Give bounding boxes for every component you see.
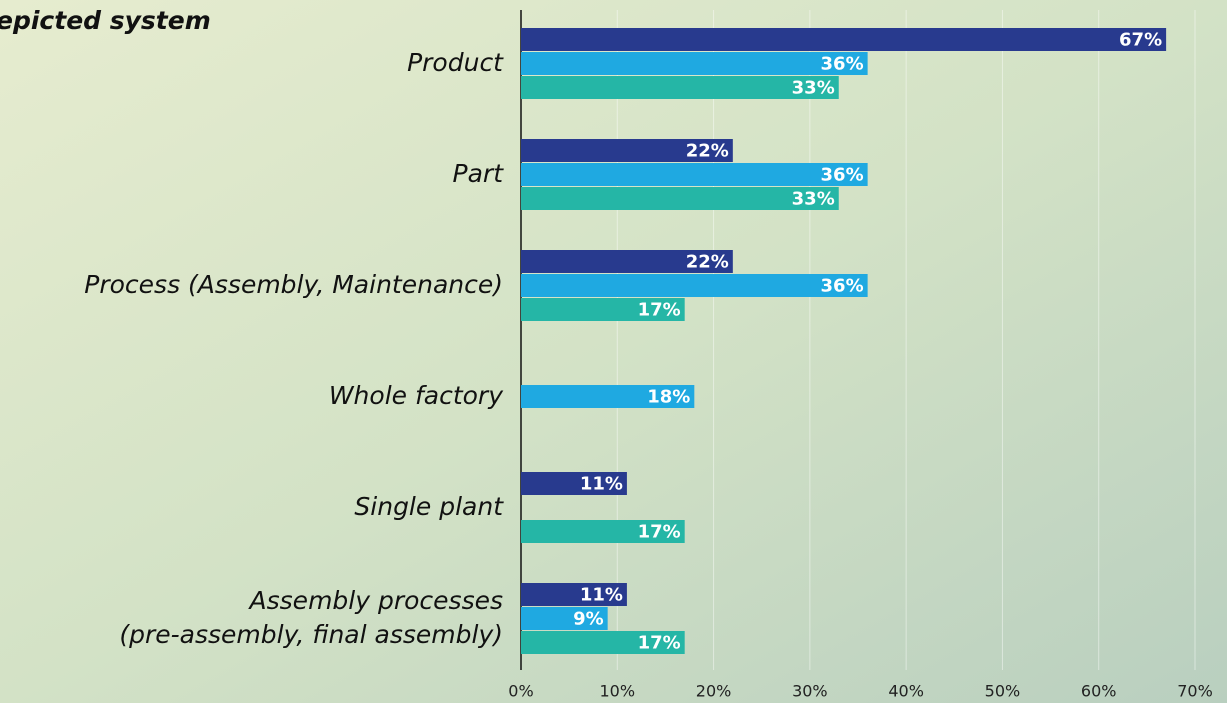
x-tick-label: 0%	[508, 682, 533, 701]
y-tick-label: Product	[407, 48, 504, 77]
value-label: 33%	[792, 189, 835, 210]
y-tick-label: Process (Assembly, Maintenance)	[84, 270, 503, 299]
x-tick-label: 20%	[696, 682, 732, 701]
bar	[521, 520, 685, 543]
bar	[521, 139, 733, 162]
y-tick-label: Single plant	[354, 492, 504, 521]
bar	[521, 76, 839, 99]
value-label: 33%	[792, 78, 835, 99]
value-label: 11%	[580, 585, 623, 606]
bar	[521, 250, 733, 273]
x-tick-label: 30%	[792, 682, 828, 701]
bar	[521, 583, 627, 606]
x-tick-label: 60%	[1081, 682, 1117, 701]
bar	[521, 52, 868, 75]
value-label: 67%	[1119, 30, 1162, 51]
bar	[521, 472, 627, 495]
value-label: 22%	[686, 252, 729, 273]
bar	[521, 274, 868, 297]
bar	[521, 187, 839, 210]
y-tick-label: (pre-assembly, final assembly)	[119, 620, 503, 649]
bar	[521, 163, 868, 186]
value-label: 17%	[638, 300, 681, 321]
bar	[521, 631, 685, 654]
value-label: 11%	[580, 474, 623, 495]
value-label: 36%	[821, 276, 864, 297]
x-tick-label: 50%	[985, 682, 1021, 701]
value-label: 36%	[821, 54, 864, 75]
y-tick-label: Whole factory	[329, 381, 504, 410]
x-tick-label: 10%	[600, 682, 636, 701]
y-tick-label: Part	[453, 159, 505, 188]
x-tick-label: 70%	[1177, 682, 1213, 701]
bar	[521, 298, 685, 321]
chart-title: epicted system	[0, 6, 211, 35]
value-label: 36%	[821, 165, 864, 186]
bar	[521, 607, 608, 630]
value-label: 17%	[638, 633, 681, 654]
value-label: 22%	[686, 141, 729, 162]
value-label: 17%	[638, 522, 681, 543]
x-tick-label: 40%	[888, 682, 924, 701]
bar	[521, 28, 1167, 51]
value-label: 9%	[573, 609, 604, 630]
y-tick-label: Assembly processes	[248, 586, 503, 615]
bar	[521, 385, 695, 408]
value-label: 18%	[647, 387, 690, 408]
